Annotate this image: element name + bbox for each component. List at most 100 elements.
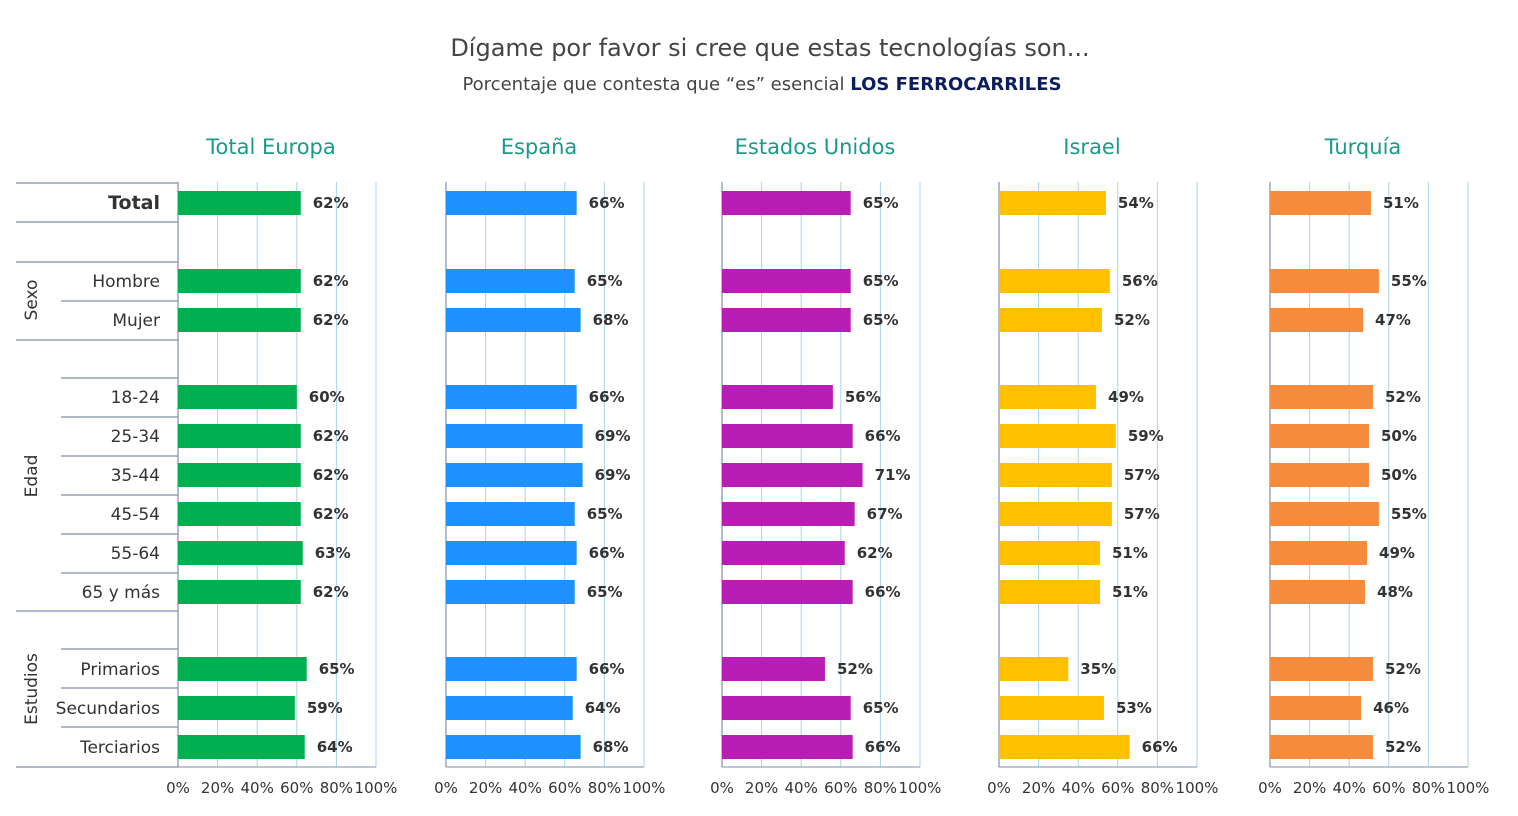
data-label: 52% [1385, 738, 1421, 756]
x-tick-label: 20% [201, 779, 234, 797]
bar [722, 385, 833, 409]
row-label: 65 y más [82, 583, 160, 603]
row-label: 55-64 [111, 544, 160, 564]
bar [178, 696, 295, 720]
bar [1270, 735, 1373, 759]
data-label: 65% [863, 699, 899, 717]
data-label: 59% [307, 699, 343, 717]
row-label: 45-54 [111, 505, 160, 525]
data-label: 49% [1379, 544, 1415, 562]
data-label: 52% [1385, 660, 1421, 678]
x-tick-label: 80% [320, 779, 353, 797]
bar [1270, 463, 1369, 487]
subtitle-prefix: Porcentaje que contesta que “es” esencia… [462, 74, 850, 95]
bar [178, 424, 301, 448]
bar [999, 696, 1104, 720]
data-label: 51% [1112, 583, 1148, 601]
panel-espana: España 0% 20% 40% 60% 80% 100% 66% 65% 68% 66% 69% 6… [434, 135, 665, 797]
row-label: Primarios [80, 660, 160, 680]
panel-title: Estados Unidos [735, 135, 896, 159]
row-label: Mujer [112, 311, 160, 331]
row-label: Terciarios [79, 738, 160, 758]
bar [446, 580, 575, 604]
bar [1270, 308, 1364, 332]
data-label: 64% [317, 738, 353, 756]
data-label: 62% [313, 466, 349, 484]
data-label: 65% [587, 505, 623, 523]
bar [999, 580, 1100, 604]
data-label: 57% [1124, 466, 1160, 484]
bar [178, 463, 301, 487]
data-label: 49% [1108, 388, 1144, 406]
bar [446, 424, 583, 448]
data-label: 53% [1116, 699, 1152, 717]
bar [722, 696, 851, 720]
data-label: 47% [1375, 311, 1411, 329]
panel-title: España [501, 135, 578, 159]
bar [1270, 385, 1373, 409]
panel-title: Total Europa [205, 135, 336, 159]
data-label: 62% [313, 272, 349, 290]
bar [446, 191, 577, 215]
bar [999, 308, 1102, 332]
data-label: 50% [1381, 466, 1417, 484]
row-label: 18-24 [111, 388, 160, 408]
bar [446, 502, 575, 526]
x-tick-label: 0% [987, 779, 1011, 797]
x-tick-label: 20% [469, 779, 502, 797]
x-tick-label: 0% [1258, 779, 1282, 797]
x-tick-label: 80% [588, 779, 621, 797]
x-tick-label: 20% [745, 779, 778, 797]
bar [446, 463, 583, 487]
bar [446, 657, 577, 681]
x-tick-label: 20% [1293, 779, 1326, 797]
row-label: Secundarios [56, 699, 160, 719]
data-label: 65% [863, 272, 899, 290]
x-tick-label: 80% [1412, 779, 1445, 797]
x-tick-label: 100% [1447, 779, 1490, 797]
bar [722, 657, 825, 681]
data-label: 48% [1377, 583, 1413, 601]
bar [446, 308, 581, 332]
bar [722, 424, 853, 448]
data-label: 55% [1391, 272, 1427, 290]
data-label: 56% [845, 388, 881, 406]
data-label: 65% [863, 194, 899, 212]
bar [722, 463, 863, 487]
bar [722, 541, 845, 565]
data-label: 68% [593, 311, 629, 329]
bar [178, 541, 303, 565]
bar [1270, 541, 1368, 565]
bar [1270, 424, 1369, 448]
bar [999, 502, 1112, 526]
x-tick-label: 40% [785, 779, 818, 797]
row-label: Total [108, 192, 160, 214]
group-label: Edad [22, 455, 42, 498]
data-label: 62% [313, 194, 349, 212]
bar [446, 541, 577, 565]
x-tick-label: 40% [509, 779, 542, 797]
bar [178, 385, 297, 409]
bar [1270, 696, 1362, 720]
panel-estados-unidos: Estados Unidos 0% 20% 40% 60% 80% 100% 65% 65% 65… [710, 135, 941, 797]
data-label: 63% [315, 544, 351, 562]
data-label: 57% [1124, 505, 1160, 523]
data-label: 59% [1128, 427, 1164, 445]
panel-total-europa: Total Europa 0% 20% 40% 60% 80% 100% 62% 62% 62% 6… [166, 135, 397, 797]
data-label: 62% [313, 505, 349, 523]
data-label: 67% [867, 505, 903, 523]
bar [722, 735, 853, 759]
bar [722, 502, 855, 526]
panel-israel: Israel 0% 20% 40% 60% 80% 100% 54% 56% 52% 49% 59% 5… [987, 135, 1218, 797]
subtitle-highlight: LOS FERROCARRILES [850, 74, 1061, 95]
data-label: 69% [595, 427, 631, 445]
x-tick-label: 100% [355, 779, 398, 797]
data-label: 66% [589, 660, 625, 678]
data-label: 51% [1383, 194, 1419, 212]
bar [446, 735, 581, 759]
x-tick-label: 80% [1141, 779, 1174, 797]
row-label: 25-34 [111, 427, 160, 447]
bar [178, 657, 307, 681]
bar [178, 191, 301, 215]
